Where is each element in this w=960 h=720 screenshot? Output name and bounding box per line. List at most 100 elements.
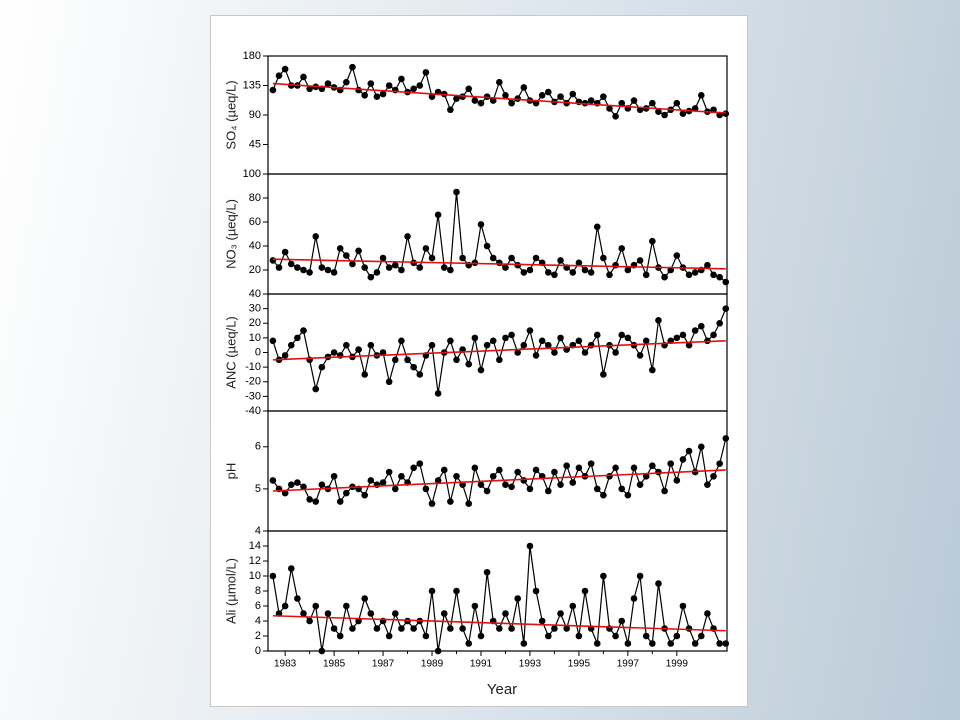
data-point — [391, 610, 399, 617]
data-point — [630, 595, 638, 602]
y-tick-label: 8 — [255, 585, 261, 597]
data-point — [508, 99, 515, 107]
data-point — [697, 443, 705, 451]
data-point — [697, 632, 705, 640]
data-point — [685, 341, 693, 349]
data-point — [300, 610, 307, 617]
y-tick-label: 14 — [249, 540, 261, 552]
data-point — [600, 93, 607, 100]
y-tick-label: 80 — [249, 192, 261, 204]
x-tick-label: 1999 — [666, 659, 689, 670]
data-point — [373, 625, 381, 632]
data-point — [722, 435, 730, 442]
data-point — [385, 82, 393, 89]
data-point — [581, 266, 589, 274]
data-point — [685, 447, 693, 455]
data-point — [343, 602, 350, 610]
data-point — [434, 211, 442, 219]
data-point — [453, 356, 460, 364]
data-point — [422, 485, 430, 493]
data-point — [612, 632, 619, 640]
data-point — [526, 327, 534, 334]
y-axis-label: Ali (µmol/L) — [223, 558, 238, 624]
data-point — [587, 460, 595, 467]
data-point — [593, 331, 601, 339]
data-point — [520, 341, 528, 349]
y-tick-label: 10 — [249, 332, 261, 344]
data-point — [477, 221, 485, 228]
data-point — [453, 188, 460, 196]
data-point — [697, 322, 705, 330]
data-point — [716, 460, 723, 467]
data-point — [404, 356, 411, 364]
data-point — [312, 233, 320, 240]
data-point — [477, 632, 485, 640]
data-point — [569, 602, 577, 610]
data-point — [514, 595, 521, 602]
data-point — [281, 248, 289, 256]
data-point — [544, 341, 552, 349]
data-point — [618, 331, 626, 339]
data-point — [520, 640, 528, 647]
data-point — [434, 390, 442, 397]
trend-line — [272, 614, 726, 632]
data-point — [361, 264, 368, 271]
data-point — [281, 602, 289, 610]
data-point — [453, 472, 460, 480]
data-point — [361, 595, 368, 602]
data-point — [404, 233, 411, 240]
data-point — [447, 337, 454, 345]
data-point — [336, 245, 344, 252]
data-point — [679, 456, 687, 463]
data-point — [673, 632, 681, 640]
data-point — [557, 610, 564, 617]
data-point — [410, 363, 417, 371]
data-point — [496, 259, 503, 267]
data-point — [716, 640, 723, 647]
data-point — [306, 85, 313, 93]
data-point — [385, 468, 393, 476]
data-point — [575, 337, 583, 345]
trend-line — [272, 340, 726, 361]
y-axis-label: pH — [223, 463, 238, 480]
y-tick-label: 5 — [255, 483, 261, 495]
data-point — [385, 378, 393, 386]
data-point — [422, 245, 430, 252]
data-point — [673, 334, 681, 342]
data-point — [477, 99, 485, 107]
data-point — [526, 266, 534, 274]
data-point — [385, 264, 393, 271]
data-point — [385, 632, 393, 640]
data-point — [330, 349, 338, 356]
data-point — [465, 500, 473, 507]
data-point — [391, 261, 399, 269]
y-tick-label: 30 — [249, 303, 261, 315]
data-point — [673, 252, 681, 259]
data-point — [300, 266, 307, 274]
data-point — [349, 63, 356, 71]
data-point — [624, 334, 632, 342]
data-point — [606, 105, 613, 112]
data-point — [502, 334, 509, 342]
y-tick-label: -30 — [245, 390, 261, 402]
data-point — [593, 640, 601, 647]
data-point — [587, 341, 595, 349]
data-point — [679, 331, 687, 339]
data-point — [330, 625, 338, 632]
data-point — [612, 464, 619, 472]
data-point — [636, 572, 644, 580]
data-point — [355, 346, 362, 353]
data-point — [642, 472, 650, 480]
data-point — [465, 360, 473, 368]
data-point — [563, 462, 570, 470]
data-point — [704, 610, 711, 617]
data-point — [691, 640, 699, 647]
data-point — [612, 113, 619, 120]
y-tick-label: 45 — [249, 138, 261, 150]
data-point — [410, 625, 417, 632]
data-point — [336, 632, 344, 640]
data-point — [636, 257, 644, 264]
data-point — [557, 481, 564, 488]
y-tick-label: 0 — [255, 645, 261, 657]
data-point — [440, 466, 448, 474]
